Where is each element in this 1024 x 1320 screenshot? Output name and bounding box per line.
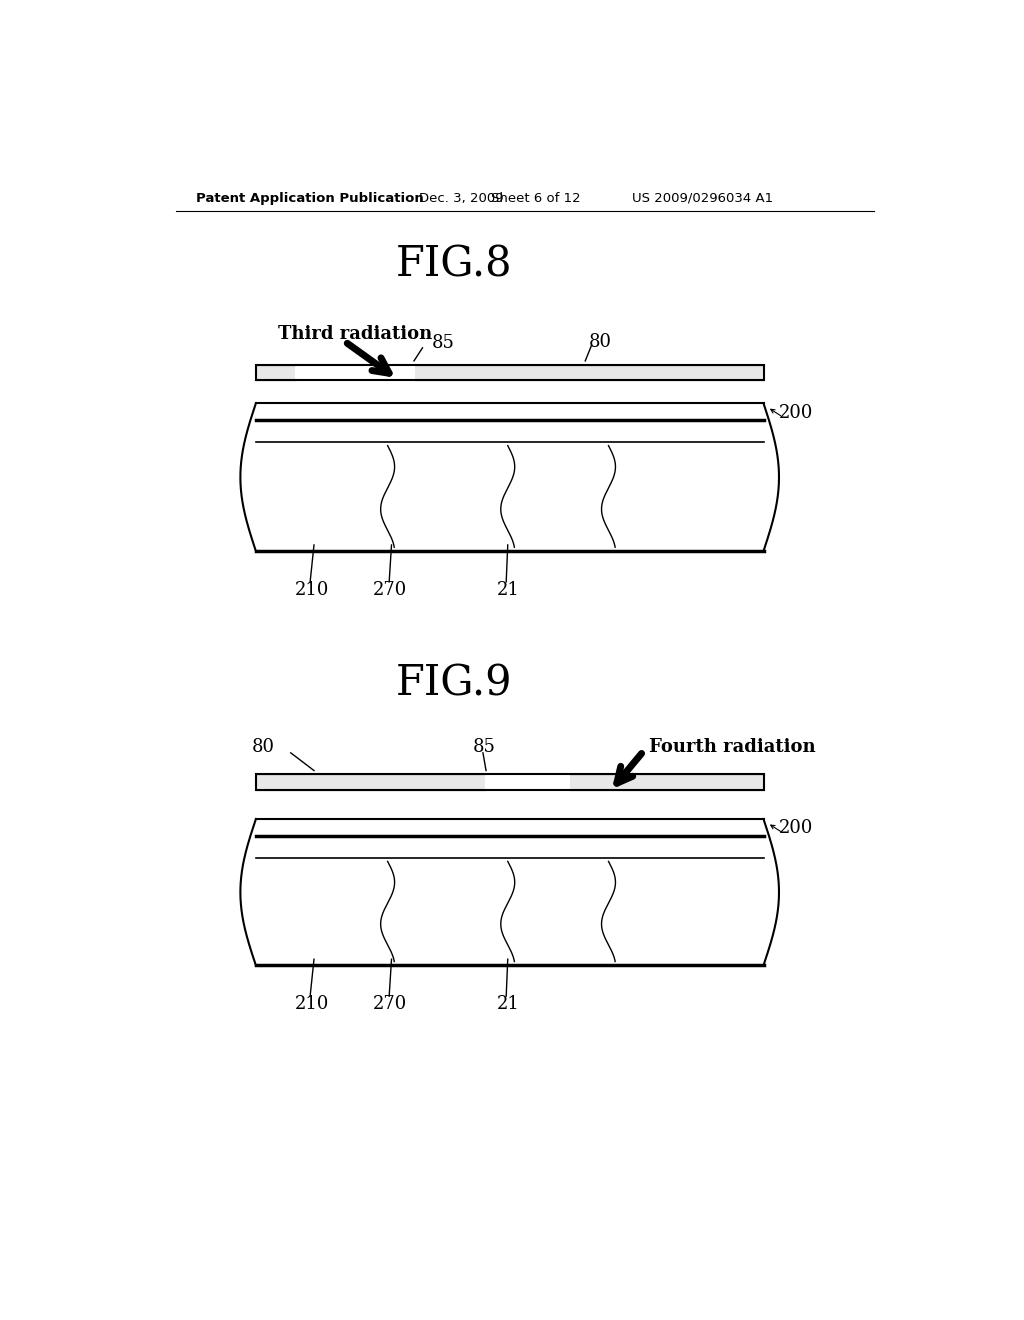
Polygon shape	[256, 818, 764, 965]
Text: 210: 210	[295, 581, 330, 598]
Text: 270: 270	[373, 581, 408, 598]
Polygon shape	[295, 364, 415, 380]
Text: 80: 80	[252, 738, 275, 756]
Polygon shape	[256, 404, 764, 552]
Text: Sheet 6 of 12: Sheet 6 of 12	[490, 191, 581, 205]
Text: 200: 200	[779, 404, 813, 421]
Text: 270: 270	[373, 995, 408, 1012]
Text: 80: 80	[589, 333, 612, 351]
Text: FIG.8: FIG.8	[395, 244, 512, 285]
Text: Patent Application Publication: Patent Application Publication	[197, 191, 424, 205]
Text: Fourth radiation: Fourth radiation	[649, 738, 815, 756]
Polygon shape	[256, 775, 484, 789]
Text: 21: 21	[497, 581, 519, 598]
Text: US 2009/0296034 A1: US 2009/0296034 A1	[632, 191, 773, 205]
Text: 85: 85	[432, 334, 455, 352]
Text: FIG.9: FIG.9	[395, 663, 512, 705]
Polygon shape	[569, 775, 764, 789]
Text: 200: 200	[779, 820, 813, 837]
Polygon shape	[415, 364, 764, 380]
Text: 21: 21	[497, 995, 519, 1012]
Text: Third radiation: Third radiation	[278, 325, 432, 343]
Text: 210: 210	[295, 995, 330, 1012]
Text: Dec. 3, 2009: Dec. 3, 2009	[419, 191, 503, 205]
Polygon shape	[256, 364, 295, 380]
Polygon shape	[484, 775, 569, 789]
Text: 85: 85	[473, 738, 496, 755]
